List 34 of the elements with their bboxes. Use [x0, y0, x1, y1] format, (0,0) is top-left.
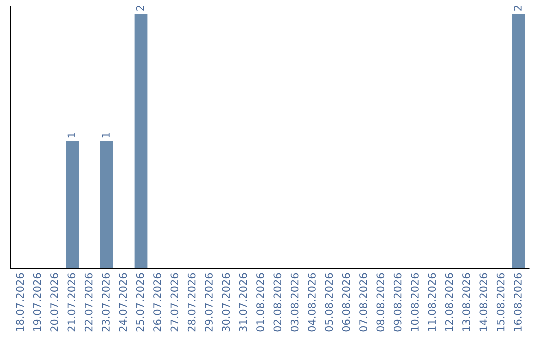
x-tick-label: 16.08.2026 — [514, 273, 522, 332]
data-label: 2 — [136, 6, 144, 11]
x-tick-label: 30.07.2026 — [222, 273, 230, 332]
x-tick-label: 29.07.2026 — [205, 273, 213, 332]
x-tick-label: 03.08.2026 — [290, 273, 299, 332]
x-tick-label: 07.08.2026 — [360, 273, 368, 332]
x-tick-label: 05.08.2026 — [325, 273, 334, 332]
x-tick-label: 14.08.2026 — [480, 273, 488, 332]
x-tick-label: 28.07.2026 — [188, 273, 196, 332]
x-tick-label: 04.08.2026 — [308, 273, 316, 332]
x-tick-label: 23.07.2026 — [102, 273, 110, 332]
x-tick-label: 31.07.2026 — [239, 273, 248, 332]
x-tick-label: 11.08.2026 — [428, 273, 436, 332]
x-tick-label: 12.08.2026 — [445, 273, 454, 332]
data-label: 1 — [68, 133, 76, 138]
x-tick-label: 08.08.2026 — [376, 273, 385, 332]
x-tick-label: 01.08.2026 — [256, 273, 264, 332]
x-tick-label: 22.07.2026 — [84, 273, 93, 332]
x-tick-label: 27.07.2026 — [170, 273, 179, 332]
x-tick-label: 13.08.2026 — [462, 273, 470, 332]
x-tick-label: 26.07.2026 — [154, 273, 162, 332]
x-tick-label: 15.08.2026 — [496, 273, 505, 332]
x-tick-label: 06.08.2026 — [342, 273, 350, 332]
x-tick-label: 24.07.2026 — [119, 273, 128, 332]
x-tick-label: 21.07.2026 — [68, 273, 76, 332]
x-tick-label: 19.07.2026 — [33, 273, 42, 332]
data-label: 2 — [514, 6, 522, 11]
x-tick-label: 18.07.2026 — [16, 273, 24, 332]
x-tick-label: 20.07.2026 — [50, 273, 58, 332]
x-tick-label: 25.07.2026 — [136, 273, 144, 332]
x-tick-label: 02.08.2026 — [274, 273, 282, 332]
x-tick-label: 10.08.2026 — [411, 273, 419, 332]
data-label: 1 — [102, 133, 110, 138]
x-tick-label: 09.08.2026 — [394, 273, 402, 332]
